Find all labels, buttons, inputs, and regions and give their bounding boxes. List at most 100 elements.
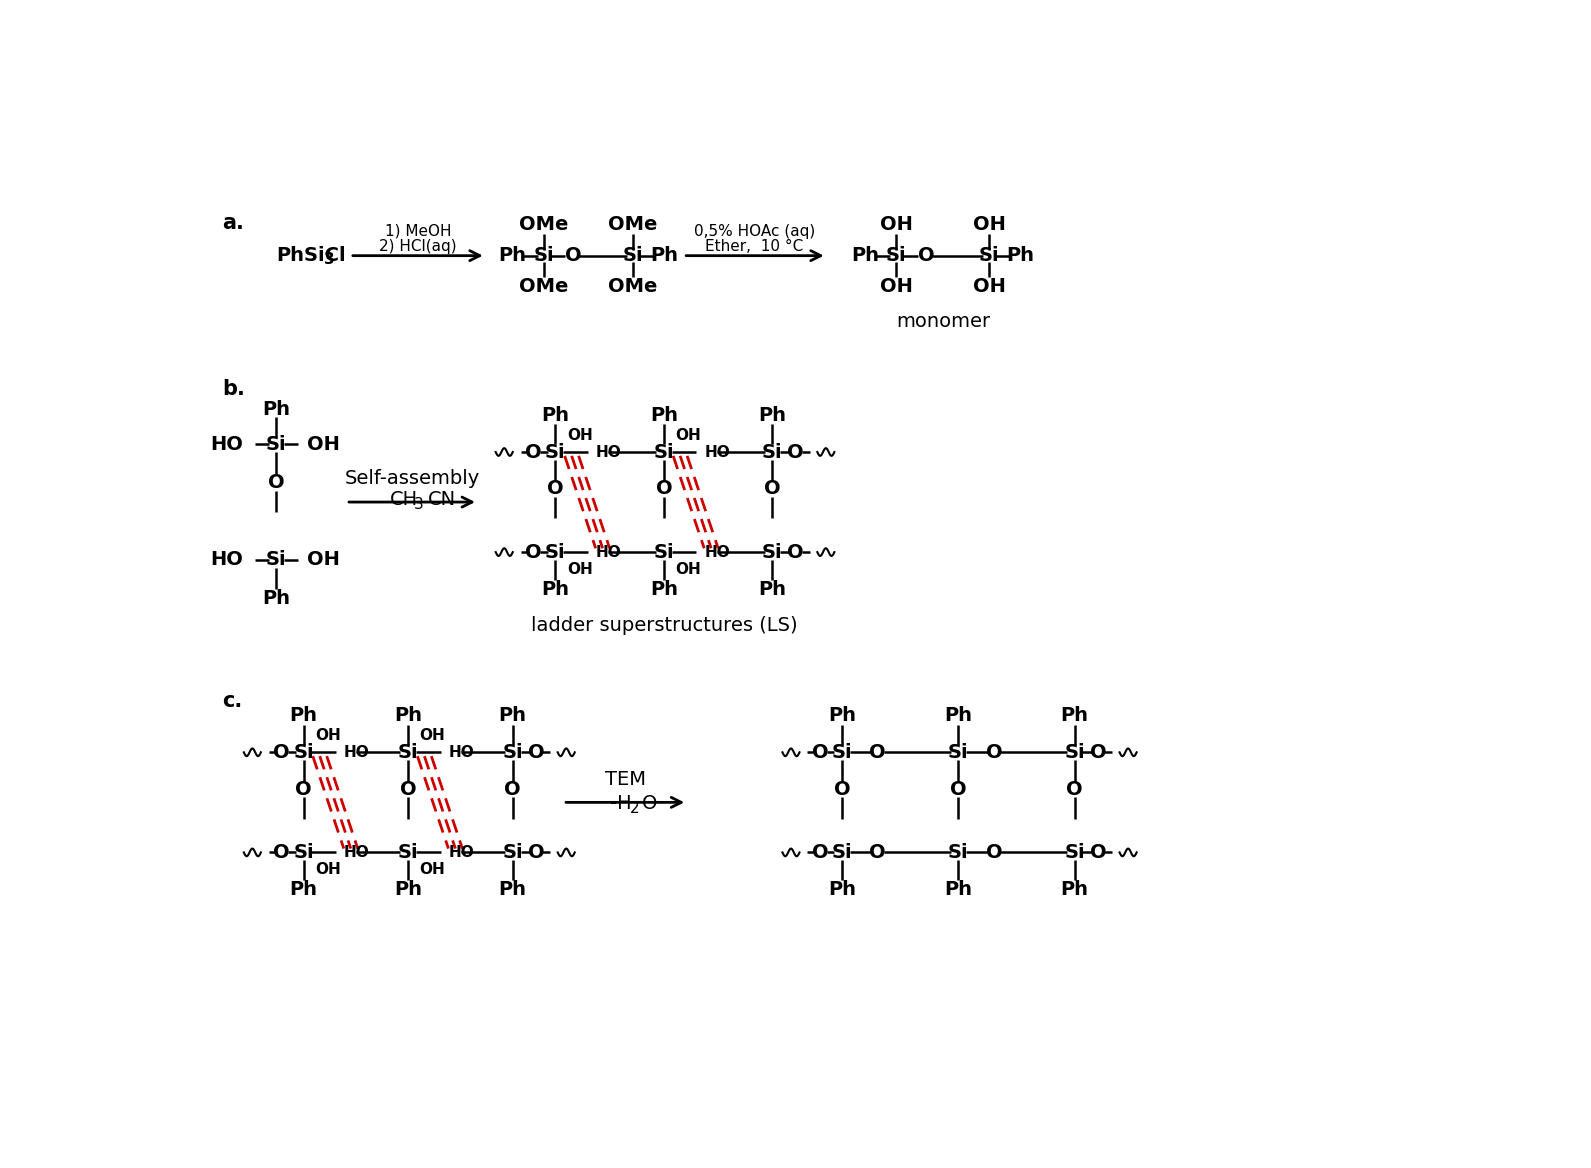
Text: Ph: Ph [945, 705, 972, 725]
Text: HO: HO [595, 544, 622, 559]
Text: OH: OH [676, 427, 702, 443]
Text: O: O [274, 843, 290, 862]
Text: OH: OH [315, 862, 340, 877]
Text: Ph: Ph [395, 705, 422, 725]
Text: Si: Si [503, 743, 523, 762]
Text: O: O [869, 843, 886, 862]
Text: Si: Si [293, 843, 313, 862]
Text: 3: 3 [414, 496, 423, 512]
Text: 3: 3 [325, 252, 336, 267]
Text: Si: Si [1064, 743, 1085, 762]
Text: OH: OH [307, 434, 340, 454]
Text: 1) MeOH: 1) MeOH [385, 223, 452, 238]
Text: Si: Si [293, 743, 313, 762]
Text: Si: Si [503, 843, 523, 862]
Text: O: O [547, 480, 563, 499]
Text: 2: 2 [630, 801, 640, 816]
Text: O: O [1090, 843, 1106, 862]
Text: O: O [950, 780, 967, 799]
Text: CH: CH [390, 491, 418, 509]
Text: Ph: Ph [649, 246, 678, 265]
Text: Si: Si [948, 743, 969, 762]
Text: 0,5% HOAc (aq): 0,5% HOAc (aq) [694, 223, 815, 238]
Text: OH: OH [307, 550, 340, 569]
Text: Si: Si [546, 543, 566, 562]
Text: Ph: Ph [498, 880, 527, 899]
Text: OMe: OMe [608, 277, 657, 296]
Text: OH: OH [420, 728, 445, 743]
Text: OH: OH [974, 215, 1006, 235]
Text: Si: Si [533, 246, 554, 265]
Text: O: O [811, 743, 829, 762]
Text: HO: HO [210, 550, 243, 569]
Text: HO: HO [344, 844, 369, 860]
Text: Ph: Ph [541, 405, 570, 424]
Text: Ph: Ph [290, 880, 318, 899]
Text: HO: HO [449, 844, 474, 860]
Text: Ether,  10 °C: Ether, 10 °C [705, 239, 803, 253]
Text: Si: Si [398, 743, 418, 762]
Text: Ph: Ph [498, 246, 527, 265]
Text: Ph: Ph [290, 705, 318, 725]
Text: OMe: OMe [608, 215, 657, 235]
Text: OH: OH [315, 728, 340, 743]
Text: OMe: OMe [519, 277, 568, 296]
Text: ladder superstructures (LS): ladder superstructures (LS) [530, 616, 797, 634]
Text: HO: HO [595, 445, 622, 459]
Text: Ph: Ph [945, 880, 972, 899]
Text: Ph: Ph [829, 705, 856, 725]
Text: Ph: Ph [1007, 246, 1034, 265]
Text: OH: OH [880, 277, 913, 296]
Text: Ph: Ph [395, 880, 422, 899]
Text: Si: Si [266, 434, 286, 454]
Text: HO: HO [344, 745, 369, 760]
Text: Ph: Ph [498, 705, 527, 725]
Text: O: O [504, 780, 522, 799]
Text: O: O [274, 743, 290, 762]
Text: O: O [528, 843, 544, 862]
Text: O: O [643, 794, 657, 813]
Text: Si: Si [832, 743, 853, 762]
Text: Si: Si [654, 543, 675, 562]
Text: 2) HCl(aq): 2) HCl(aq) [379, 239, 457, 253]
Text: HO: HO [210, 434, 243, 454]
Text: Ph: Ph [1061, 880, 1088, 899]
Text: Ph: Ph [1061, 705, 1088, 725]
Text: O: O [525, 543, 543, 562]
Text: O: O [565, 246, 582, 265]
Text: PhSiCl: PhSiCl [277, 246, 345, 265]
Text: O: O [399, 780, 417, 799]
Text: Ph: Ph [263, 589, 291, 607]
Text: Self-assembly: Self-assembly [344, 470, 479, 488]
Text: O: O [296, 780, 312, 799]
Text: Si: Si [1064, 843, 1085, 862]
Text: O: O [986, 843, 1002, 862]
Text: O: O [528, 743, 544, 762]
Text: O: O [788, 443, 803, 461]
Text: Si: Si [832, 843, 853, 862]
Text: a.: a. [223, 214, 243, 234]
Text: b.: b. [223, 378, 245, 398]
Text: Si: Si [622, 246, 643, 265]
Text: O: O [788, 543, 803, 562]
Text: Ph: Ph [759, 405, 786, 424]
Text: Si: Si [398, 843, 418, 862]
Text: Si: Si [266, 550, 286, 569]
Text: OH: OH [566, 562, 593, 577]
Text: O: O [1066, 780, 1083, 799]
Text: O: O [986, 743, 1002, 762]
Text: Ph: Ph [829, 880, 856, 899]
Text: OH: OH [566, 427, 593, 443]
Text: -H: -H [611, 794, 632, 813]
Text: O: O [918, 246, 934, 265]
Text: Si: Si [762, 543, 783, 562]
Text: OH: OH [676, 562, 702, 577]
Text: Si: Si [886, 246, 907, 265]
Text: c.: c. [223, 690, 242, 710]
Text: OH: OH [880, 215, 913, 235]
Text: monomer: monomer [896, 312, 990, 331]
Text: Ph: Ph [759, 579, 786, 598]
Text: OH: OH [420, 862, 445, 877]
Text: O: O [869, 743, 886, 762]
Text: CN: CN [428, 491, 457, 509]
